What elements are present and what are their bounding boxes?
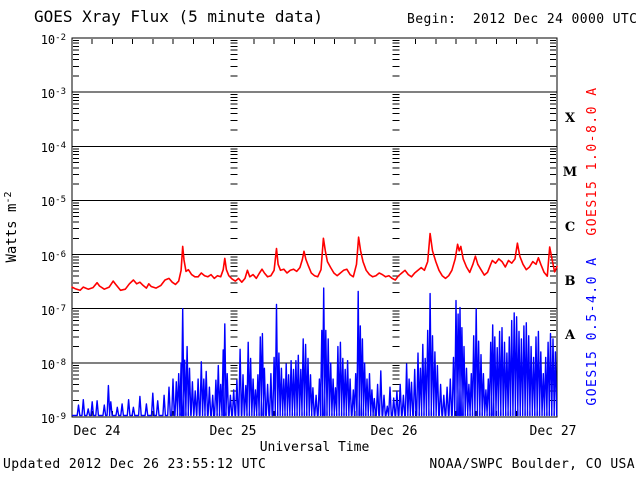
- blue-series-label: GOES15 0.5-4.0 A: [585, 256, 600, 405]
- x-tick-label-dec-25: Dec 25: [209, 424, 257, 439]
- updated-timestamp: Updated 2012 Dec 26 23:55:12 UTC: [3, 457, 267, 472]
- x-axis-title: Universal Time: [259, 440, 370, 455]
- x-tick-label-dec-27: Dec 27: [529, 424, 577, 439]
- flare-class-label-x: X: [564, 111, 576, 127]
- y-tick-label-1e-9: 10-9: [40, 412, 66, 426]
- flux-curves: [71, 232, 558, 417]
- y-axis-title: Watts m-2: [3, 191, 20, 262]
- y-tick-label-1e-8: 10-8: [40, 357, 66, 372]
- y-tick-label-1e-3: 10-3: [40, 87, 66, 102]
- source-credit: NOAA/SWPC Boulder, CO USA: [429, 457, 635, 472]
- flare-class-label-b: B: [564, 273, 576, 289]
- begin-timestamp: Begin: 2012 Dec 24 0000 UTC: [407, 12, 638, 27]
- red-series-label: GOES15 1.0-8.0 A: [585, 86, 600, 235]
- flare-class-label-c: C: [564, 219, 576, 235]
- plot-grid: [71, 37, 558, 418]
- chart-title: GOES Xray Flux (5 minute data): [34, 7, 323, 26]
- x-tick-label-dec-24: Dec 24: [73, 424, 121, 439]
- flare-class-label-m: M: [562, 165, 578, 181]
- y-tick-label-1e-7: 10-7: [40, 303, 66, 318]
- x-tick-label-dec-26: Dec 26: [370, 424, 418, 439]
- y-tick-label-1e-5: 10-5: [40, 195, 66, 210]
- flare-class-label-a: A: [564, 327, 576, 343]
- y-tick-label-1e-6: 10-6: [40, 249, 66, 264]
- y-tick-label-1e-4: 10-4: [40, 141, 66, 156]
- y-tick-label-1e-2: 10-2: [40, 33, 66, 47]
